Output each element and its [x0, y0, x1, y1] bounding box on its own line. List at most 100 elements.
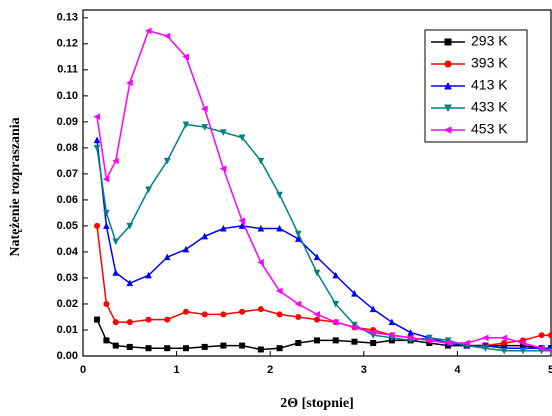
y-axis-title: Natężenie rozpraszania: [8, 117, 23, 256]
marker: [144, 27, 152, 35]
marker: [163, 32, 171, 40]
marker: [481, 334, 489, 342]
marker: [332, 271, 340, 279]
marker: [112, 238, 120, 246]
marker: [257, 157, 265, 165]
marker: [313, 311, 320, 318]
marker: [257, 224, 265, 232]
legend-marker: [444, 104, 452, 113]
marker: [163, 157, 171, 165]
marker: [538, 344, 545, 352]
marker: [295, 339, 302, 346]
marker: [351, 321, 358, 329]
marker: [388, 318, 396, 326]
marker: [351, 338, 358, 345]
legend-marker: [443, 126, 452, 134]
marker: [548, 332, 552, 339]
marker: [201, 232, 208, 240]
marker: [102, 175, 110, 183]
legend-marker: [444, 60, 452, 68]
marker: [126, 222, 134, 230]
marker: [294, 235, 302, 242]
marker: [332, 318, 339, 326]
marker: [519, 339, 526, 347]
legend-label: 293 K: [471, 33, 508, 49]
marker: [112, 269, 120, 276]
y-tick-label: 0.03: [57, 272, 78, 284]
marker: [407, 328, 414, 336]
marker: [350, 324, 358, 331]
y-tick-label: 0.08: [57, 142, 78, 154]
marker: [276, 224, 283, 232]
marker: [239, 308, 246, 315]
x-axis-title: 2Θ [stopnie]: [280, 396, 354, 411]
marker: [93, 113, 101, 120]
marker: [103, 337, 110, 344]
legend-marker: [444, 81, 452, 90]
legend-label: 413 K: [471, 77, 508, 93]
marker: [112, 157, 119, 165]
y-tick-label: 0.12: [57, 38, 78, 50]
marker: [112, 342, 119, 349]
marker: [313, 253, 321, 261]
marker: [519, 347, 527, 355]
y-tick-label: 0.00: [57, 350, 78, 362]
marker: [94, 222, 101, 229]
legend-marker: [444, 38, 452, 46]
marker: [538, 332, 545, 339]
marker: [201, 124, 208, 131]
marker: [103, 222, 110, 229]
marker: [182, 308, 189, 315]
marker: [164, 316, 171, 323]
marker: [257, 259, 264, 266]
marker: [369, 305, 377, 313]
marker: [103, 300, 110, 307]
marker: [314, 316, 320, 323]
marker: [93, 136, 101, 144]
y-tick-label: 0.05: [57, 220, 78, 232]
marker: [276, 345, 283, 352]
marker: [219, 165, 227, 173]
x-tick-label: 4: [454, 364, 461, 376]
marker: [276, 311, 283, 318]
marker: [220, 311, 227, 318]
marker: [126, 319, 133, 326]
marker: [238, 222, 246, 229]
y-tick-label: 0.10: [57, 90, 78, 102]
marker: [126, 279, 134, 287]
marker: [294, 230, 302, 238]
legend-label: 433 K: [471, 99, 508, 115]
marker: [201, 311, 208, 318]
y-tick-label: 0.07: [57, 168, 78, 180]
marker: [145, 345, 152, 352]
marker: [369, 329, 377, 336]
marker: [314, 337, 320, 344]
legend-label: 453 K: [471, 121, 508, 137]
marker: [257, 306, 264, 313]
marker: [182, 345, 189, 352]
marker: [126, 343, 133, 350]
marker: [500, 347, 508, 355]
marker: [145, 316, 152, 323]
marker: [238, 217, 246, 225]
marker: [93, 144, 101, 152]
marker: [388, 331, 395, 339]
marker: [332, 300, 340, 308]
marker: [370, 339, 377, 346]
x-tick-label: 5: [548, 364, 552, 376]
y-tick-label: 0.13: [57, 12, 78, 24]
plot-frame: [82, 9, 552, 357]
marker: [220, 129, 227, 136]
marker: [220, 224, 227, 232]
x-tick-label: 2: [267, 364, 273, 376]
marker: [239, 342, 246, 349]
marker: [332, 337, 339, 344]
marker: [103, 209, 110, 217]
marker: [163, 253, 171, 261]
legend-label: 393 K: [471, 55, 508, 71]
marker: [426, 334, 433, 342]
marker: [182, 121, 190, 129]
marker: [444, 337, 452, 345]
marker: [182, 245, 190, 253]
